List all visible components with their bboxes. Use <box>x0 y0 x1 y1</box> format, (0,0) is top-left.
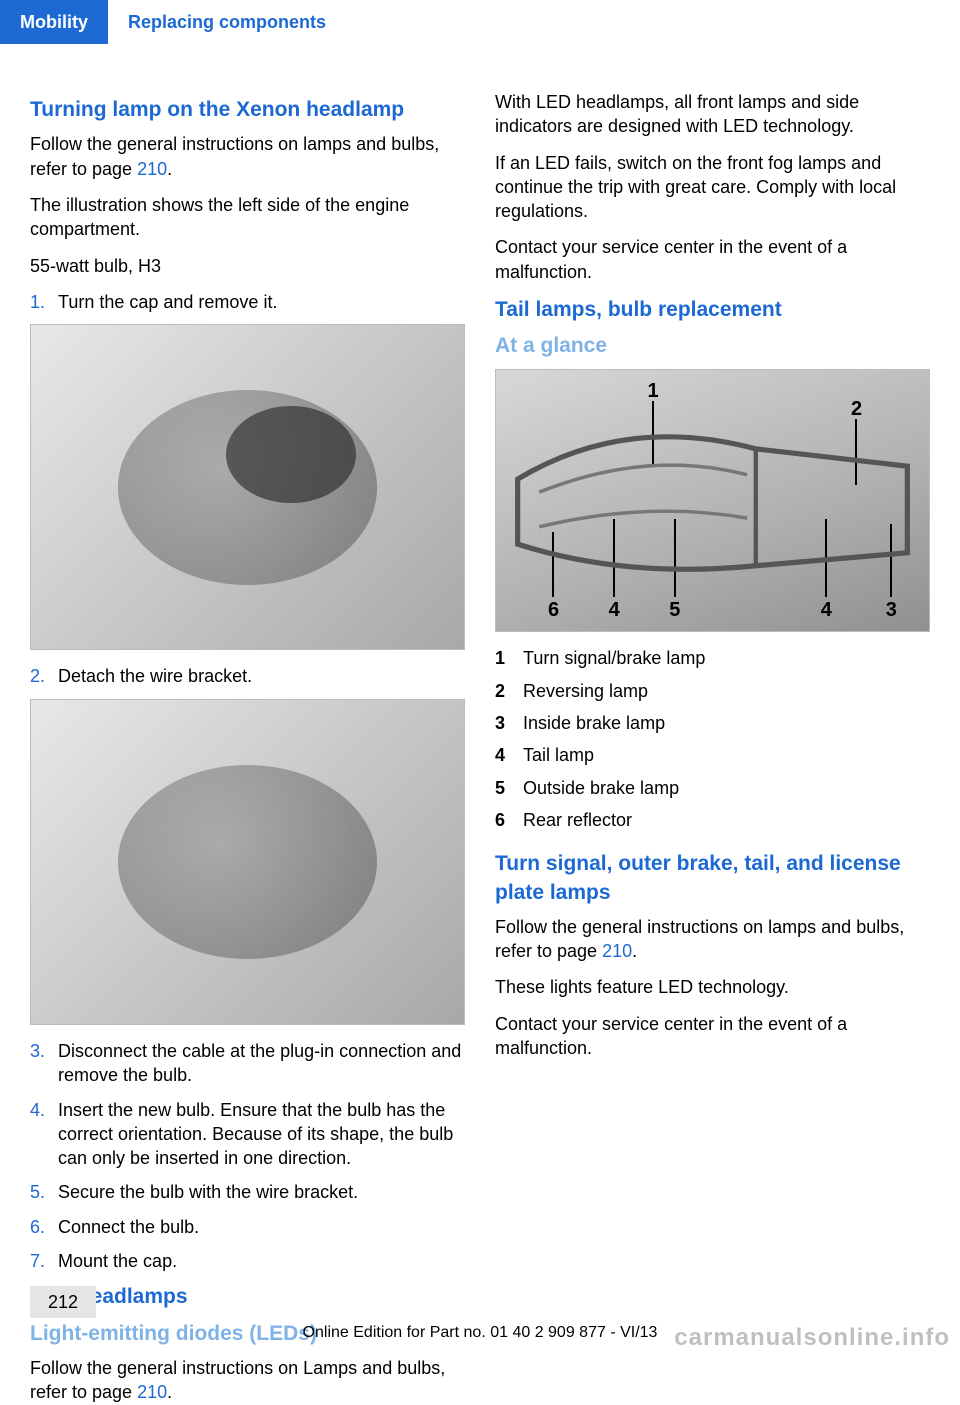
para-follow-instructions-1: Follow the general instructions on lamps… <box>30 132 465 181</box>
heading-tail-lamps: Tail lamps, bulb replacement <box>495 296 930 324</box>
step-7: 7. Mount the cap. <box>30 1249 465 1273</box>
page-ref-210-b[interactable]: 210 <box>137 1382 167 1402</box>
legend-key: 2 <box>495 679 523 703</box>
text: Follow the general instructions on lamps… <box>495 917 904 961</box>
watermark: carmanualsonline.info <box>674 1322 950 1354</box>
step-3: 3. Disconnect the cable at the plug-in c… <box>30 1039 465 1088</box>
step-text: Disconnect the cable at the plug-in con­… <box>58 1039 465 1088</box>
legend-value: Reversing lamp <box>523 679 930 703</box>
step-4: 4. Insert the new bulb. Ensure that the … <box>30 1098 465 1171</box>
step-number: 7. <box>30 1249 58 1273</box>
step-text: Insert the new bulb. Ensure that the bul… <box>58 1098 465 1171</box>
step-text: Mount the cap. <box>58 1249 465 1273</box>
legend-row: 2Reversing lamp <box>495 679 930 703</box>
para-illustration: The illustration shows the left side of … <box>30 193 465 242</box>
steps-list: 1. Turn the cap and remove it. <box>30 290 465 314</box>
legend-key: 6 <box>495 808 523 832</box>
heading-at-a-glance: At a glance <box>495 332 930 360</box>
para-with-led: With LED headlamps, all front lamps and … <box>495 90 930 139</box>
legend-row: 6Rear reflector <box>495 808 930 832</box>
steps-list: 2. Detach the wire bracket. <box>30 664 465 688</box>
legend-row: 1Turn signal/brake lamp <box>495 646 930 670</box>
text: Follow the general instructions on Lamps… <box>30 1358 445 1402</box>
tab-replacing-components[interactable]: Replacing components <box>108 0 346 44</box>
legend-key: 5 <box>495 776 523 800</box>
right-column: With LED headlamps, all front lamps and … <box>495 90 930 1272</box>
tab-mobility[interactable]: Mobility <box>0 0 108 44</box>
legend-value: Outside brake lamp <box>523 776 930 800</box>
legend-value: Turn signal/brake lamp <box>523 646 930 670</box>
legend-value: Inside brake lamp <box>523 711 930 735</box>
para-contact-service-2: Contact your service center in the event… <box>495 1012 930 1061</box>
step-text: Detach the wire bracket. <box>58 664 465 688</box>
heading-turning-lamp: Turning lamp on the Xenon headlamp <box>30 96 465 124</box>
step-number: 1. <box>30 290 58 314</box>
tail-lamp-legend: 1Turn signal/brake lamp 2Reversing lamp … <box>495 646 930 832</box>
text: . <box>167 159 172 179</box>
legend-row: 3Inside brake lamp <box>495 711 930 735</box>
step-number: 4. <box>30 1098 58 1171</box>
para-if-led-fails: If an LED fails, switch on the front fog… <box>495 151 930 224</box>
step-number: 6. <box>30 1215 58 1239</box>
legend-value: Rear reflector <box>523 808 930 832</box>
para-contact-service-1: Contact your service center in the event… <box>495 235 930 284</box>
header-bar: Mobility Replacing components <box>0 0 960 44</box>
steps-list: 3. Disconnect the cable at the plug-in c… <box>30 1039 465 1273</box>
para-follow-instructions-3: Follow the general instructions on lamps… <box>495 915 930 964</box>
legend-row: 5Outside brake lamp <box>495 776 930 800</box>
page-number: 212 <box>30 1286 96 1318</box>
text: . <box>167 1382 172 1402</box>
page-ref-210-a[interactable]: 210 <box>137 159 167 179</box>
para-led-technology: These lights feature LED technology. <box>495 975 930 999</box>
step-number: 5. <box>30 1180 58 1204</box>
step-text: Connect the bulb. <box>58 1215 465 1239</box>
step-2: 2. Detach the wire bracket. <box>30 664 465 688</box>
legend-row: 4Tail lamp <box>495 743 930 767</box>
step-number: 3. <box>30 1039 58 1088</box>
text: . <box>632 941 637 961</box>
figure-wire-bracket <box>30 699 465 1025</box>
step-number: 2. <box>30 664 58 688</box>
para-bulb-spec: 55-watt bulb, H3 <box>30 254 465 278</box>
legend-value: Tail lamp <box>523 743 930 767</box>
figure-tail-lamp-diagram: 1 2 3 4 4 5 6 <box>495 369 930 633</box>
step-text: Turn the cap and remove it. <box>58 290 465 314</box>
legend-key: 3 <box>495 711 523 735</box>
para-follow-instructions-2: Follow the general instructions on Lamps… <box>30 1356 465 1405</box>
legend-key: 4 <box>495 743 523 767</box>
step-6: 6. Connect the bulb. <box>30 1215 465 1239</box>
page-ref-210-c[interactable]: 210 <box>602 941 632 961</box>
tail-lamp-icon <box>496 370 929 632</box>
content-columns: Turning lamp on the Xenon headlamp Follo… <box>30 90 930 1272</box>
step-text: Secure the bulb with the wire bracket. <box>58 1180 465 1204</box>
left-column: Turning lamp on the Xenon headlamp Follo… <box>30 90 465 1272</box>
text: Follow the general instructions on lamps… <box>30 134 439 178</box>
legend-key: 1 <box>495 646 523 670</box>
step-1: 1. Turn the cap and remove it. <box>30 290 465 314</box>
figure-cap-removal <box>30 324 465 650</box>
heading-turn-signal: Turn signal, outer brake, tail, and lice… <box>495 850 930 907</box>
step-5: 5. Secure the bulb with the wire bracket… <box>30 1180 465 1204</box>
